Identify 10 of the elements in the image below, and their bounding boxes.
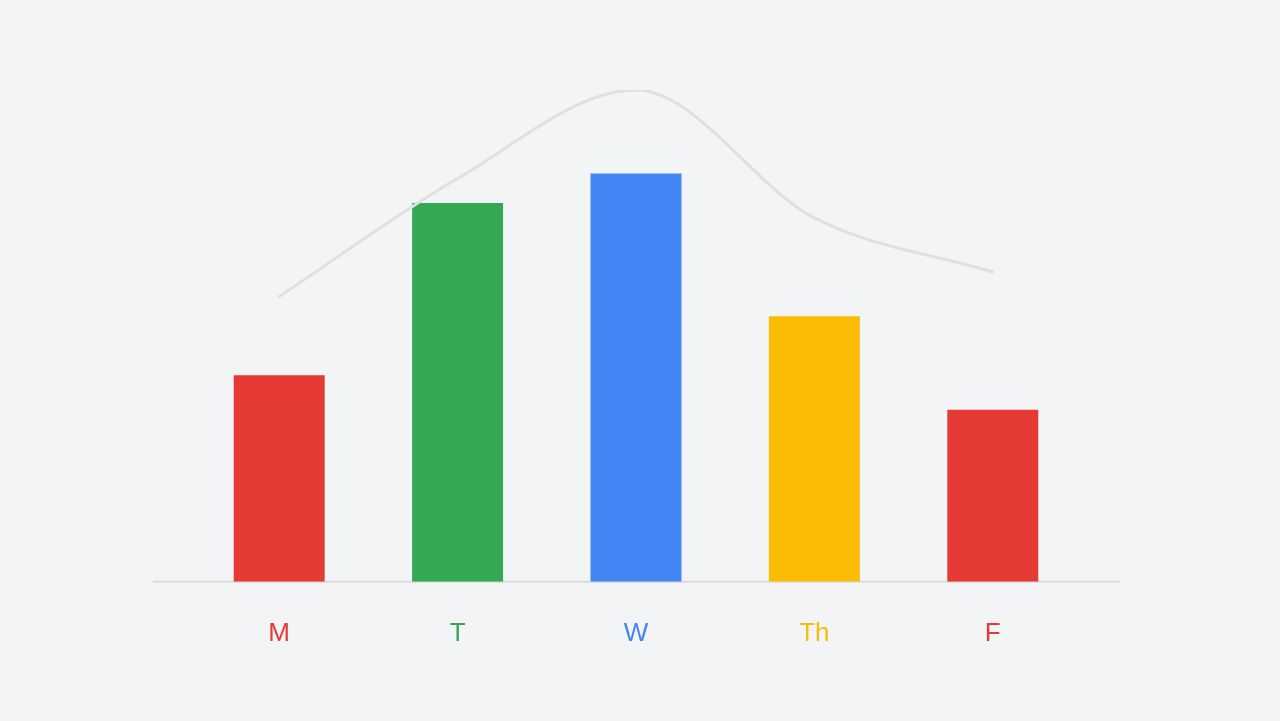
x-tick-label: W bbox=[623, 616, 649, 647]
x-tick-label: F bbox=[984, 616, 1001, 647]
x-tick-label: T bbox=[449, 616, 466, 647]
x-tick-label: M bbox=[268, 616, 291, 647]
bar bbox=[768, 316, 860, 582]
bar bbox=[412, 203, 504, 582]
bar bbox=[590, 173, 682, 582]
x-tick-label: Th bbox=[799, 616, 830, 647]
bar bbox=[233, 375, 325, 582]
bar bbox=[947, 409, 1039, 582]
